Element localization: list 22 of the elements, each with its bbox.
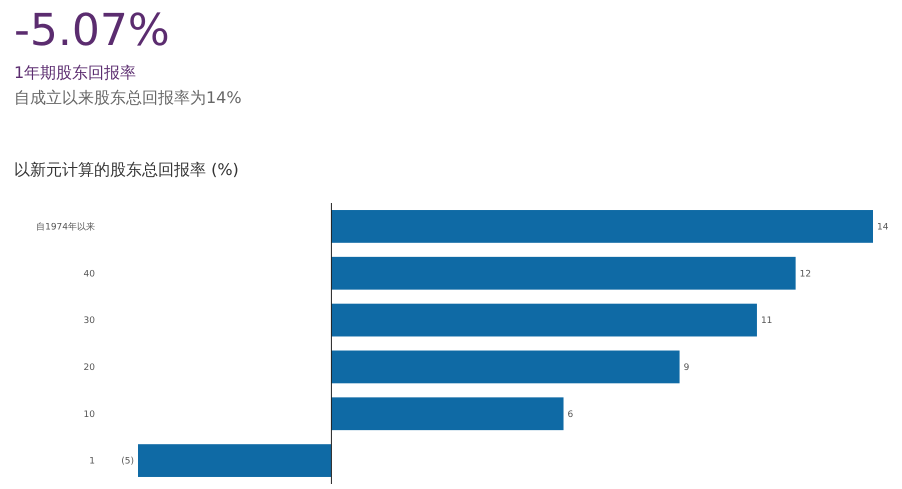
y-tick-label: 20 [84, 363, 96, 374]
y-tick-label: 自1974年以来 [36, 222, 95, 233]
chart-title: 以新元计算的股东总回报率 (%) [14, 160, 239, 179]
y-tick-label: 30 [84, 316, 96, 326]
bar [331, 304, 757, 336]
y-tick-label: 10 [84, 410, 96, 420]
bar [138, 444, 332, 477]
y-tick-label: 1 [89, 456, 95, 467]
data-label: 14 [877, 222, 889, 233]
text: 自成立以来股东总回报率为14% [14, 88, 242, 107]
data-label: (5) [121, 456, 134, 467]
data-label: 6 [568, 410, 574, 420]
bar [331, 210, 873, 243]
data-label: 9 [684, 363, 690, 374]
data-label: 12 [800, 269, 812, 280]
data-label: 11 [760, 316, 772, 326]
y-tick-label: 40 [84, 269, 96, 280]
text: 1年期股东回报率 [14, 63, 136, 82]
text: -5.07% [14, 5, 170, 56]
bar [331, 397, 564, 430]
bar [331, 350, 680, 384]
bar [331, 256, 796, 290]
